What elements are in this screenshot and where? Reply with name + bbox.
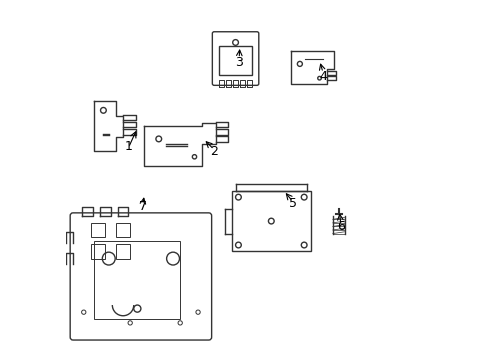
- Bar: [91, 244, 105, 258]
- Bar: [219, 46, 251, 75]
- Bar: [116, 244, 130, 258]
- Text: 1: 1: [124, 140, 132, 153]
- Text: 7: 7: [139, 200, 146, 213]
- Text: 6: 6: [336, 220, 344, 233]
- Bar: [91, 223, 105, 237]
- Bar: [116, 223, 130, 237]
- Text: 2: 2: [210, 145, 218, 158]
- Text: 3: 3: [235, 55, 243, 69]
- Text: 5: 5: [288, 197, 296, 210]
- Text: 4: 4: [319, 70, 326, 83]
- Bar: [94, 241, 180, 319]
- Bar: [231, 191, 310, 251]
